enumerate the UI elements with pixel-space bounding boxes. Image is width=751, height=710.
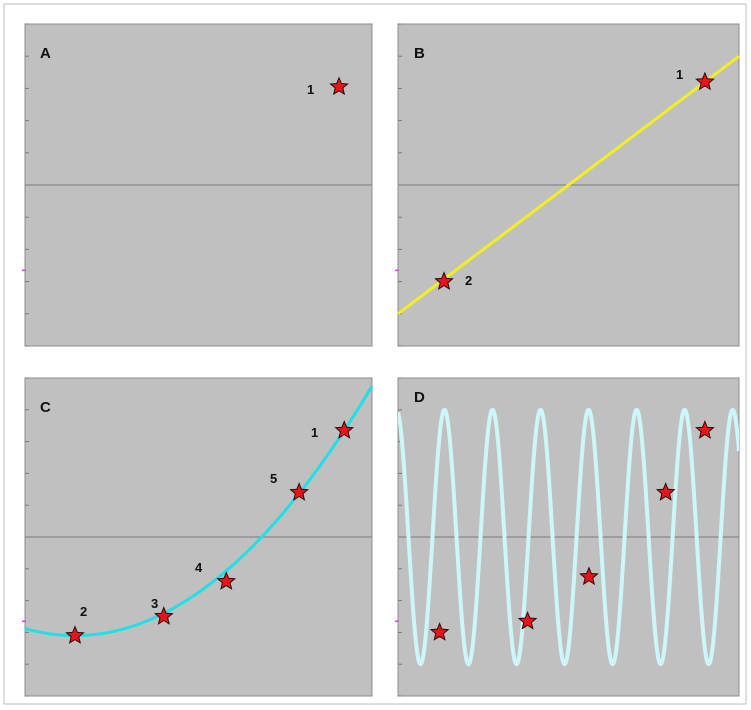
fit-wave [398,407,739,667]
panel-letter-a: A [40,45,51,62]
panel-c: C 1 2 3 4 5 [22,377,374,697]
data-point-star [695,420,715,439]
panel-c-plot [24,385,374,644]
panel-b: B 1 2 [395,23,740,347]
data-point-star [695,71,715,91]
data-point-star [216,571,237,590]
point-label-c3: 3 [151,596,158,611]
panel-letter-b: B [414,45,425,62]
point-label-c4: 4 [195,560,203,575]
data-point-star [579,566,599,586]
data-point-star [65,625,85,644]
point-label-b1: 1 [676,67,683,82]
data-point-star [334,420,355,439]
point-label-c5: 5 [270,471,277,486]
point-label-c2: 2 [80,604,87,619]
fit-curve [24,385,374,638]
panel-a: A 1 [22,23,373,347]
data-point-star [517,610,538,630]
point-label-a1: 1 [307,82,314,97]
panel-letter-d: D [414,389,425,406]
data-point-star [429,622,450,641]
data-point-star [434,271,454,290]
data-point-star [289,482,309,501]
fit-line [397,55,740,315]
panel-c-ticks [22,377,29,697]
panel-letter-c: C [40,399,51,416]
panel-d: D [395,377,740,697]
point-label-c1: 1 [311,425,318,440]
point-label-b2: 2 [465,273,472,288]
data-point-star [655,482,676,501]
data-point-star [329,76,349,96]
data-point-star [153,606,174,625]
panel-d-plot [398,407,739,667]
panel-a-plot [329,76,349,96]
panel-b-plot [397,55,740,315]
panel-a-ticks [22,23,29,347]
